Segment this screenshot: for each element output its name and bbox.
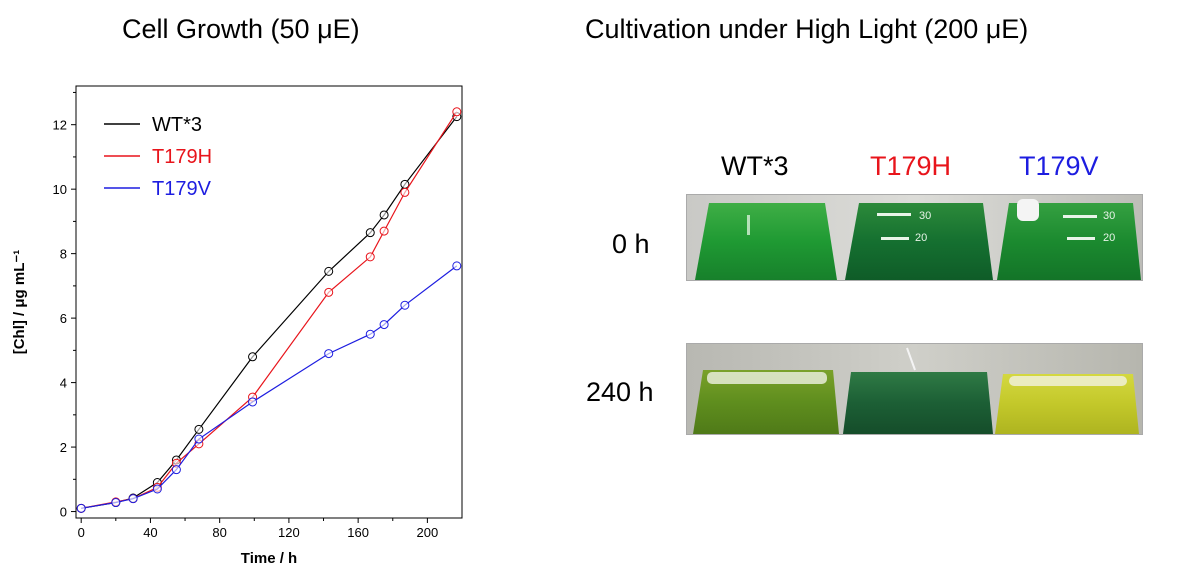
- y-tick-label: 4: [60, 376, 67, 391]
- x-axis-label: Time / h: [241, 550, 297, 567]
- svg-text:30: 30: [1103, 210, 1115, 222]
- series-line: [81, 116, 458, 509]
- column-label-t179h: T179H: [870, 151, 952, 181]
- legend-label: T179V: [152, 178, 212, 200]
- data-point: [452, 107, 462, 117]
- data-point: [400, 300, 410, 310]
- data-point: [379, 210, 389, 220]
- data-point: [324, 266, 334, 276]
- row-label-0h: 0 h: [612, 229, 650, 259]
- data-point: [111, 498, 121, 508]
- data-point: [76, 503, 86, 513]
- series-wt-3: [76, 112, 462, 513]
- data-point: [324, 287, 334, 297]
- svg-text:20: 20: [1103, 232, 1115, 244]
- data-point: [194, 424, 204, 434]
- x-tick-label: 80: [212, 525, 226, 540]
- data-point: [194, 434, 204, 444]
- series-t179h: [76, 107, 462, 513]
- axis-ticks: 0 40 80 120 160 200 0 2 4 6 8 10 12: [53, 91, 439, 540]
- y-tick-label: 8: [60, 247, 67, 262]
- data-point: [128, 494, 138, 504]
- flask-photo-240h: [686, 343, 1143, 435]
- y-tick-label: 10: [53, 182, 67, 197]
- y-tick-label: 12: [53, 118, 67, 133]
- legend-label: WT*3: [152, 114, 202, 136]
- data-point: [248, 397, 258, 407]
- data-point: [379, 320, 389, 330]
- series-layer: [76, 107, 462, 513]
- data-point: [452, 261, 462, 271]
- growth-line-chart: 0 40 80 120 160 200 0 2 4 6 8 10 12 WT*3 T179H T179V T…: [11, 85, 463, 567]
- x-tick-label: 160: [347, 525, 369, 540]
- x-tick-label: 120: [278, 525, 300, 540]
- data-point: [365, 228, 375, 238]
- data-point: [379, 226, 389, 236]
- data-point: [171, 465, 181, 475]
- y-axis-label: [Chl] / μg mL⁻¹: [11, 250, 28, 355]
- data-point: [400, 187, 410, 197]
- column-label-t179v: T179V: [1019, 151, 1099, 181]
- data-point: [365, 329, 375, 339]
- svg-text:30: 30: [919, 210, 931, 222]
- right-panel-title: Cultivation under High Light (200 μE): [585, 14, 1029, 44]
- left-chart-title: Cell Growth (50 μE): [122, 14, 360, 44]
- series-t179v: [76, 261, 462, 513]
- flask-photo-0h-image: 30 20 30 20: [687, 195, 1142, 280]
- y-tick-label: 6: [60, 311, 67, 326]
- x-tick-label: 0: [78, 525, 85, 540]
- legend-label: T179H: [152, 146, 212, 168]
- x-tick-label: 40: [143, 525, 157, 540]
- y-tick-label: 2: [60, 440, 67, 455]
- column-label-wt3: WT*3: [721, 151, 789, 181]
- y-tick-label: 0: [60, 505, 67, 520]
- row-label-240h: 240 h: [586, 377, 654, 407]
- data-point: [365, 252, 375, 262]
- chart-legend: WT*3 T179H T179V: [104, 114, 212, 200]
- data-point: [248, 352, 258, 362]
- x-tick-label: 200: [417, 525, 439, 540]
- svg-text:20: 20: [915, 232, 927, 244]
- series-line: [81, 265, 458, 509]
- plot-frame: [75, 85, 463, 519]
- data-point: [324, 349, 334, 359]
- flask-photo-0h: 30 20 30 20: [686, 194, 1143, 281]
- data-point: [152, 484, 162, 494]
- flask-photo-240h-image: [687, 344, 1142, 434]
